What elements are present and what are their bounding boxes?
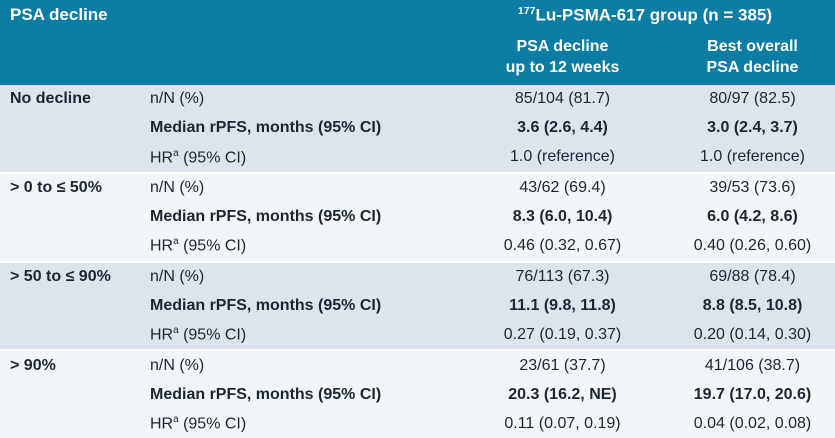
row-label-text: n/N (%) [150,356,205,374]
value-cell: 76/113 (67.3) [515,267,610,285]
row-label-text: n/N (%) [150,267,205,285]
value-cell: 8.8 (8.5, 10.8) [702,296,803,314]
value-cell: 20.3 (16.2, NE) [508,385,617,403]
value-cell: 69/88 (78.4) [709,267,796,285]
value-cell: 80/97 (82.5) [709,90,796,108]
value-cell: 0.11 (0.07, 0.19) [504,414,621,432]
row-label: HRa (95% CI) [150,148,455,167]
footnote-superscript: a [173,325,179,337]
table-body: No decline n/N (%) 85/104 (81.7) 80/97 (… [0,85,835,438]
group-0-to-50: > 0 to ≤ 50% n/N (%) 43/62 (69.4) 39/53 … [0,171,835,261]
row-label-text: n/N (%) [150,179,205,197]
group-header-label: Lu-PSMA-617 group (n = 385) [535,5,773,25]
row-label: n/N (%) [150,357,455,375]
row-label: Median rPFS, months (95% CI) [150,297,455,315]
group-label: > 50 to ≤ 90% [10,267,111,285]
row-label-text: Median rPFS, months (95% CI) [150,119,382,137]
row-label-rest: (95% CI) [178,415,247,433]
table-row: No decline n/N (%) 85/104 (81.7) 80/97 (… [0,85,835,114]
value-cell: 39/53 (73.6) [709,179,796,197]
row-label-text: Median rPFS, months (95% CI) [150,208,382,226]
row-label-rest: (95% CI) [178,148,247,166]
isotope-superscript: 177 [517,5,536,17]
group-label: No decline [10,90,91,108]
row-label-text: HR [150,148,174,166]
value-cell: 8.3 (6.0, 10.4) [512,208,613,226]
value-cell: 0.04 (0.02, 0.08) [693,414,812,432]
table-row: HRa (95% CI) 1.0 (reference) 1.0 (refere… [0,143,835,172]
row-label-rest: (95% CI) [178,237,247,255]
value-cell: 0.40 (0.26, 0.60) [693,237,812,255]
group-label: > 90% [10,356,56,374]
value-cell: 0.46 (0.32, 0.67) [503,237,622,255]
row-label: HRa (95% CI) [150,414,455,433]
column-header-psa-decline: PSA decline [10,5,108,24]
row-label-text: HR [150,415,174,433]
value-cell: 1.0 (reference) [700,148,805,166]
value-cell: 6.0 (4.2, 8.6) [707,208,798,226]
table-header: PSA decline 177Lu-PSMA-617 group (n = 38… [0,0,835,85]
column-header-psa12: PSA decline up to 12 weeks [455,37,670,79]
table-row: HRa (95% CI) 0.27 (0.19, 0.37) 0.20 (0.1… [0,320,835,349]
row-label: n/N (%) [150,268,455,286]
table-row: HRa (95% CI) 0.46 (0.32, 0.67) 0.40 (0.2… [0,232,835,261]
value-cell: 43/62 (69.4) [519,179,606,197]
row-label: n/N (%) [150,179,455,197]
table-header-row-2: PSA decline up to 12 weeks Best overall … [0,31,835,85]
row-label-text: Median rPFS, months (95% CI) [150,296,382,314]
column-header-best-line2: PSA decline [706,59,799,76]
table-row: Median rPFS, months (95% CI) 8.3 (6.0, 1… [0,203,835,232]
value-cell: 23/61 (37.7) [519,356,606,374]
row-label: n/N (%) [150,90,455,108]
table-row: Median rPFS, months (95% CI) 20.3 (16.2,… [0,380,835,409]
row-label: HRa (95% CI) [150,236,455,255]
value-cell: 3.6 (2.6, 4.4) [517,119,608,137]
value-cell: 0.27 (0.19, 0.37) [503,325,622,343]
value-cell: 41/106 (38.7) [704,356,801,374]
value-cell: 11.1 (9.8, 11.8) [509,296,616,314]
group-50-to-90: > 50 to ≤ 90% n/N (%) 76/113 (67.3) 69/8… [0,260,835,350]
row-label: Median rPFS, months (95% CI) [150,386,455,404]
table-row: > 50 to ≤ 90% n/N (%) 76/113 (67.3) 69/8… [0,263,835,292]
column-header-best: Best overall PSA decline [670,37,835,79]
value-cell: 3.0 (2.4, 3.7) [707,119,798,137]
table-row: HRa (95% CI) 0.11 (0.07, 0.19) 0.04 (0.0… [0,409,835,438]
row-label-text: Median rPFS, months (95% CI) [150,385,382,403]
group-label: > 0 to ≤ 50% [10,179,102,197]
footnote-superscript: a [173,147,179,159]
table-row: > 90% n/N (%) 23/61 (37.7) 41/106 (38.7) [0,351,835,380]
column-group-header-lu-psma: 177Lu-PSMA-617 group (n = 385) [455,5,835,31]
row-label: Median rPFS, months (95% CI) [150,208,455,226]
table-row: Median rPFS, months (95% CI) 3.6 (2.6, 4… [0,114,835,143]
table-row: > 0 to ≤ 50% n/N (%) 43/62 (69.4) 39/53 … [0,174,835,203]
table-row: Median rPFS, months (95% CI) 11.1 (9.8, … [0,291,835,320]
value-cell: 0.20 (0.14, 0.30) [693,325,812,343]
value-cell: 1.0 (reference) [510,148,615,166]
table-header-row-1: PSA decline 177Lu-PSMA-617 group (n = 38… [0,0,835,31]
group-over-90: > 90% n/N (%) 23/61 (37.7) 41/106 (38.7)… [0,349,835,438]
footnote-superscript: a [173,413,179,425]
row-label: HRa (95% CI) [150,325,455,344]
column-header-psa12-line1: PSA decline [516,38,609,56]
row-label-rest: (95% CI) [178,326,247,344]
row-label-text: HR [150,326,174,344]
row-label: Median rPFS, months (95% CI) [150,119,455,137]
value-cell: 19.7 (17.0, 20.6) [693,385,812,403]
group-no-decline: No decline n/N (%) 85/104 (81.7) 80/97 (… [0,85,835,172]
row-label-text: n/N (%) [150,90,205,108]
footnote-superscript: a [173,236,179,248]
column-header-psa12-line2: up to 12 weeks [505,59,620,76]
column-header-best-line1: Best overall [707,38,798,56]
value-cell: 85/104 (81.7) [514,90,611,108]
row-label-text: HR [150,237,174,255]
